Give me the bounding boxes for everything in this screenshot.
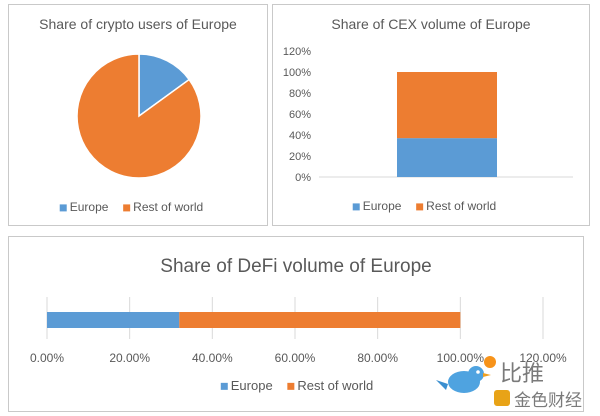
crypto-users-chart-panel: Share of crypto users of Europe Europe Re… — [8, 4, 268, 226]
legend-swatch — [287, 382, 295, 390]
x-tick-label: 60.00% — [275, 351, 316, 365]
y-tick-label: 60% — [289, 109, 311, 121]
bird-icon — [436, 356, 510, 406]
x-tick-label: 120.00% — [519, 351, 567, 365]
chart-title: Share of CEX volume of Europe — [331, 16, 531, 32]
legend-label: Europe — [231, 378, 273, 393]
legend-swatch — [416, 203, 424, 211]
chart-title: Share of crypto users of Europe — [39, 16, 237, 32]
bar-segment — [397, 138, 497, 177]
x-tick-label: 40.00% — [192, 351, 233, 365]
x-tick-label: 80.00% — [357, 351, 398, 365]
watermark-logo: 比推 金色财经 — [434, 354, 594, 411]
legend-label: Rest of world — [426, 199, 496, 213]
y-tick-label: 40% — [289, 130, 311, 142]
x-tick-label: 20.00% — [109, 351, 150, 365]
y-tick-label: 100% — [283, 67, 311, 79]
defi-volume-chart-panel: Share of DeFi volume of Europe 0.00% 20.0… — [8, 236, 584, 412]
bar-segment — [47, 312, 180, 328]
legend-label: Europe — [70, 200, 109, 214]
bar-segment — [397, 72, 497, 139]
cex-volume-chart-panel: Share of CEX volume of Europe 0% 20% 40% 60… — [272, 4, 590, 226]
y-tick-label: 20% — [289, 151, 311, 163]
x-tick-label: 0.00% — [30, 351, 64, 365]
y-tick-label: 80% — [289, 88, 311, 100]
legend-label: Europe — [363, 199, 402, 213]
legend-label: Rest of world — [297, 378, 373, 393]
chart-title: Share of DeFi volume of Europe — [160, 256, 432, 277]
watermark-text: 金色财经 — [514, 391, 582, 411]
cex-volume-stacked-bar-chart: 0% 20% 40% 60% 80% 100% 120% Europe Rest of worl… — [283, 46, 573, 213]
legend-swatch — [352, 203, 360, 211]
y-tick-label: 120% — [283, 46, 311, 58]
defi-volume-stacked-bar-chart: 0.00% 20.00% 40.00% 60.00% 80.00% 100.00% 120.… — [30, 297, 567, 393]
pie-slice — [76, 53, 202, 179]
y-tick-label: 0% — [295, 172, 311, 184]
x-tick-label: 100.00% — [437, 351, 485, 365]
pie-slice — [138, 53, 191, 118]
crypto-users-pie-chart: Europe Rest of world — [59, 53, 203, 214]
legend-label: Rest of world — [133, 200, 203, 214]
legend-swatch — [59, 204, 67, 212]
legend-swatch — [220, 382, 228, 390]
bar-segment — [179, 312, 461, 328]
watermark-text: 比推 — [500, 362, 545, 387]
legend-swatch — [123, 204, 131, 212]
